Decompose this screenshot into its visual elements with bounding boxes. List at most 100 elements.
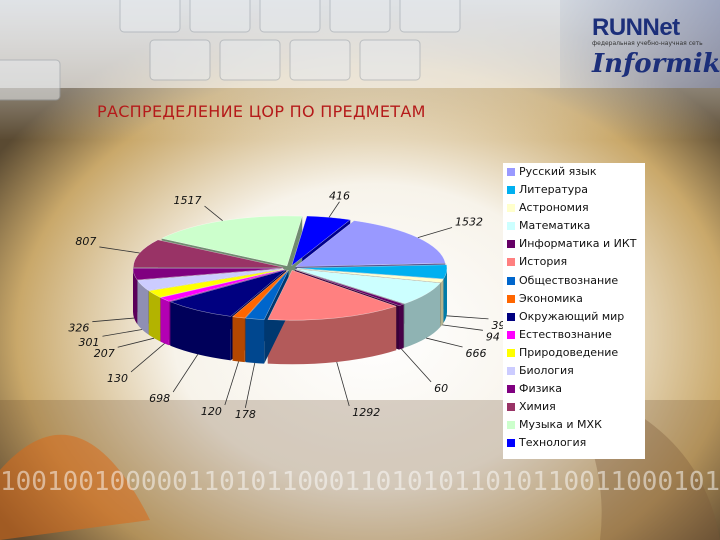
legend-swatch xyxy=(507,276,515,285)
legend-swatch xyxy=(507,168,515,176)
legend-item-астрономия: Астрономия xyxy=(503,199,645,217)
legend-item-технология: Технология xyxy=(503,434,645,452)
legend-label: Физика xyxy=(519,382,563,396)
pie-slice-астрономия xyxy=(296,268,444,283)
legend-label: Биология xyxy=(519,364,574,378)
legend-item-русский-язык: Русский язык xyxy=(503,163,645,181)
leader-line xyxy=(99,246,140,254)
pie-slice-технология xyxy=(291,215,351,267)
pie-slice-математика xyxy=(295,268,441,304)
pie-slice-химия xyxy=(133,239,284,268)
legend-item-естествознание: Естествознание xyxy=(503,326,645,344)
pie-slice-природоведение xyxy=(148,268,284,298)
legend-label: Обществознание xyxy=(519,273,619,287)
pie-slice-физика xyxy=(132,267,284,281)
legend-item-биология: Биология xyxy=(503,362,645,380)
legend-label: Русский язык xyxy=(519,165,597,178)
legend-swatch xyxy=(507,312,515,321)
leader-line xyxy=(172,354,199,393)
legend-swatch xyxy=(507,186,515,195)
legend-swatch xyxy=(507,294,515,303)
legend-label: Информатика и ИКТ xyxy=(519,237,637,251)
legend-item-информатика-и-икт: Информатика и ИКТ xyxy=(503,235,645,253)
binary-strip: 1001001000001101011000110101011010110011… xyxy=(0,467,720,497)
legend-label: Естествознание xyxy=(519,327,612,341)
leader-line xyxy=(244,362,256,408)
leader-line xyxy=(426,337,463,348)
data-label-информатика-и-икт: 60 xyxy=(434,382,448,395)
runnet-logo: RUNNet федеральная учебно-научная сеть I… xyxy=(592,14,720,94)
legend-item-экономика: Экономика xyxy=(503,290,645,308)
legend-swatch xyxy=(507,348,515,357)
leader-line xyxy=(446,315,489,320)
data-label-астрономия: 94 xyxy=(486,330,500,343)
legend-item-литература: Литература xyxy=(503,181,645,199)
legend-swatch xyxy=(507,222,515,231)
data-label-экономика: 120 xyxy=(201,405,222,418)
legend-item-химия: Химия xyxy=(503,398,645,416)
leader-line xyxy=(417,227,453,239)
legend-swatch xyxy=(507,421,515,430)
slice-rim xyxy=(232,316,245,363)
legend-item-музыка-и-мхк: Музыка и МХК xyxy=(503,416,645,434)
leader-line xyxy=(102,329,143,337)
slice-rim xyxy=(170,301,231,361)
leader-line xyxy=(204,205,223,222)
legend-label: Окружающий мир xyxy=(519,309,625,323)
legend-swatch xyxy=(507,258,515,267)
page-title: РАСПРЕДЕЛЕНИЕ ЦОР ПО ПРЕДМЕТАМ xyxy=(97,102,426,121)
data-label-окружающий-мир: 698 xyxy=(149,392,170,405)
logo-subtitle: федеральная учебно-научная сеть xyxy=(592,40,703,47)
data-label-математика: 666 xyxy=(466,347,487,360)
leader-line xyxy=(117,337,155,348)
legend-item-окружающий-мир: Окружающий мир xyxy=(503,308,645,326)
legend-item-физика: Физика xyxy=(503,380,645,398)
pie-slice-окружающий-мир xyxy=(169,269,287,317)
slice-rim xyxy=(399,304,404,350)
slice-rim xyxy=(148,290,161,342)
pie-data-labels: 1532393946666012921781206981302073013268… xyxy=(68,190,512,421)
slice-rim xyxy=(440,279,444,327)
data-label-биология: 301 xyxy=(78,336,99,349)
leader-line xyxy=(442,324,483,331)
leader-line xyxy=(224,361,239,406)
slice-rim xyxy=(404,283,441,348)
pie-slice-экономика xyxy=(231,270,288,319)
pie-slice-естествознание xyxy=(159,269,285,302)
chart-legend: Русский язык Литература Астрономия Математи… xyxy=(503,163,645,459)
slice-rim xyxy=(245,318,265,364)
pie-slice-русский-язык xyxy=(294,220,446,267)
slice-rim xyxy=(267,306,397,365)
slice-rim xyxy=(443,268,447,323)
leader-line xyxy=(336,361,350,407)
logo-script: Informika xyxy=(592,49,720,79)
pie-slice-музыка-и-мхк xyxy=(160,215,303,267)
legend-swatch xyxy=(507,367,515,376)
pie-slice-история xyxy=(267,269,397,321)
legend-item-природоведение: Природоведение xyxy=(503,344,645,362)
slice-rim xyxy=(160,297,169,346)
legend-label: Технология xyxy=(519,436,587,450)
legend-item-обществознание: Обществознание xyxy=(503,272,645,290)
data-label-музыка-и-мхк: 1517 xyxy=(174,194,202,207)
legend-label: Математика xyxy=(519,219,591,233)
legend-label: Химия xyxy=(519,400,556,414)
legend-label: Астрономия xyxy=(519,201,589,215)
legend-swatch xyxy=(507,204,515,213)
legend-label: Экономика xyxy=(519,291,583,305)
data-label-химия: 807 xyxy=(75,235,96,248)
leader-line xyxy=(328,201,340,218)
logo-brand: RUNNet xyxy=(592,14,680,41)
slice-rim xyxy=(133,268,138,324)
pie-slice-информатика-и-икт xyxy=(294,269,405,306)
data-label-физика: 326 xyxy=(68,322,89,335)
pie-slice-литература xyxy=(296,264,448,280)
legend-swatch xyxy=(507,240,515,249)
legend-label: Литература xyxy=(519,183,588,197)
data-label-обществознание: 178 xyxy=(235,408,256,421)
legend-label: Музыка и МХК xyxy=(519,418,602,432)
data-label-русский-язык: 1532 xyxy=(455,216,483,229)
legend-label: История xyxy=(519,255,568,269)
leader-line xyxy=(130,343,165,373)
